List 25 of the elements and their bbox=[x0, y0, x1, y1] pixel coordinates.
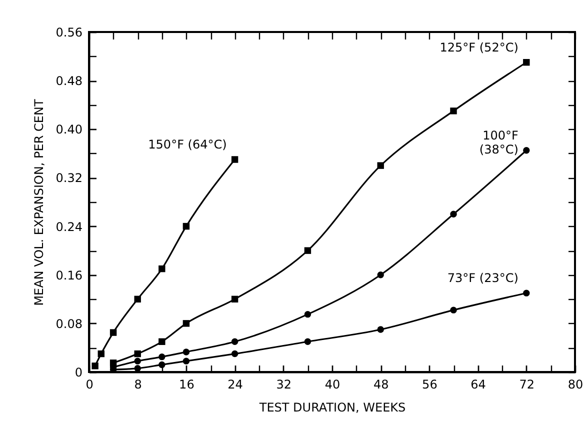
series-label: 150°F (64°C) bbox=[148, 138, 227, 152]
y-tick-label: 0.48 bbox=[56, 74, 82, 88]
x-tick-label: 16 bbox=[179, 378, 194, 392]
x-tick-label: 0 bbox=[86, 378, 94, 392]
y-tick-label: 0.32 bbox=[56, 171, 82, 186]
series-label: 73°F (23°C) bbox=[447, 271, 518, 286]
y-tick-label: 0.24 bbox=[56, 220, 82, 234]
y-tick-label: 0.16 bbox=[56, 268, 82, 282]
x-tick-label: 80 bbox=[568, 378, 584, 392]
series-label: 100°F (38°C) bbox=[479, 128, 518, 156]
y-tick-label: 0.08 bbox=[56, 316, 82, 331]
legend-label: 125°F (52°C) bbox=[440, 40, 518, 54]
x-tick-label: 56 bbox=[422, 378, 438, 392]
y-tick-label: 0.40 bbox=[56, 122, 82, 137]
y-tick-label: 0 bbox=[74, 366, 82, 380]
x-tick-label: 72 bbox=[519, 378, 535, 392]
x-tick-label: 64 bbox=[470, 378, 486, 392]
x-tick-label: 32 bbox=[276, 378, 292, 392]
x-tick-label: 40 bbox=[324, 378, 340, 392]
x-tick-label: 8 bbox=[134, 378, 142, 392]
y-axis-title: MEAN VOL. EXPANSION, PER CENT bbox=[32, 98, 46, 306]
x-tick-label: 48 bbox=[373, 378, 389, 392]
x-tick-label: 24 bbox=[228, 378, 243, 392]
y-tick-label: 0.56 bbox=[56, 26, 82, 40]
x-axis-title: TEST DURATION, WEEKS bbox=[258, 400, 406, 414]
